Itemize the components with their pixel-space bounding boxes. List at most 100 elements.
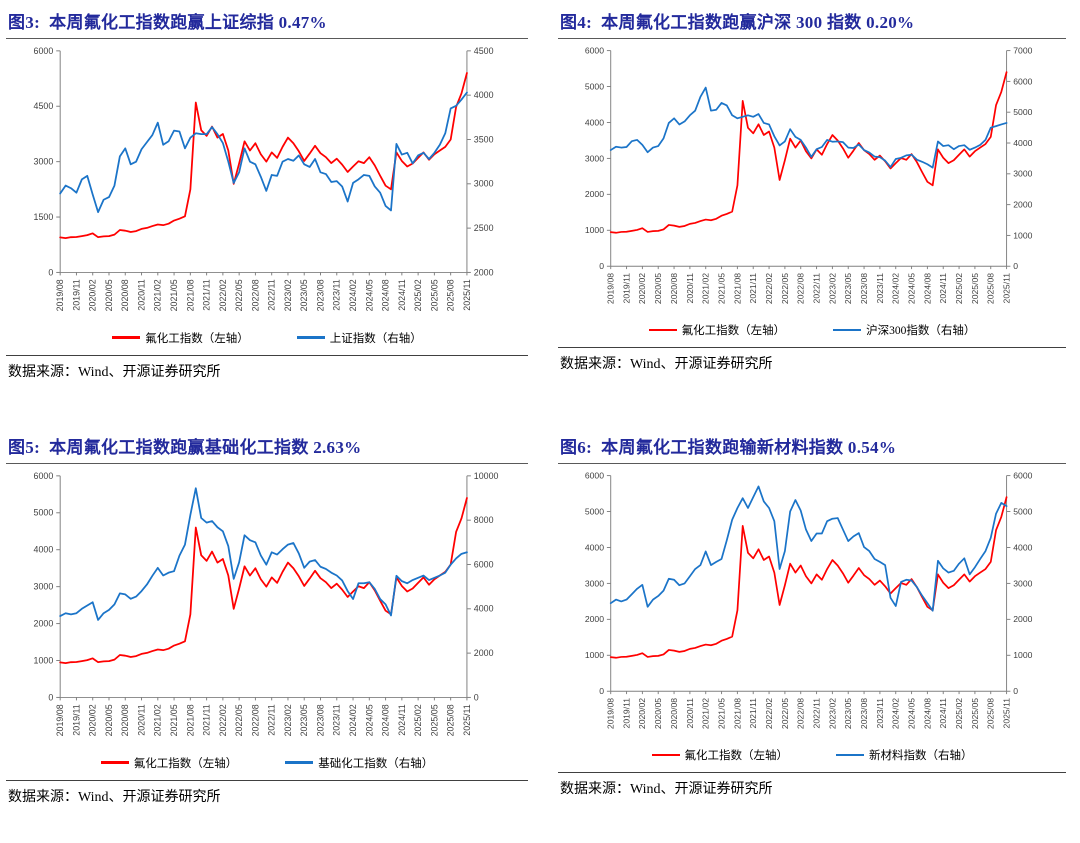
legend-item: 基础化工指数（右轴） <box>285 755 433 771</box>
chart-title: 图6: 本周氟化工指数跑输新材料指数 0.54% <box>558 433 1066 464</box>
svg-text:2000: 2000 <box>1013 614 1032 624</box>
svg-text:6000: 6000 <box>474 559 494 569</box>
svg-text:2023/11: 2023/11 <box>875 273 885 304</box>
svg-text:2022/02: 2022/02 <box>218 279 228 311</box>
svg-text:1500: 1500 <box>34 212 54 222</box>
svg-text:2024/11: 2024/11 <box>938 698 948 729</box>
svg-text:2022/02: 2022/02 <box>764 273 774 304</box>
source-note: 数据来源：Wind、开源证券研究所 <box>560 781 773 797</box>
svg-text:3000: 3000 <box>474 179 494 189</box>
svg-text:3000: 3000 <box>34 582 54 592</box>
svg-text:2021/08: 2021/08 <box>732 273 742 304</box>
svg-text:4500: 4500 <box>34 101 54 111</box>
svg-text:2024/02: 2024/02 <box>891 273 901 304</box>
svg-text:4000: 4000 <box>1013 542 1032 552</box>
svg-text:2024/08: 2024/08 <box>381 704 391 736</box>
svg-text:2022/08: 2022/08 <box>250 279 260 311</box>
svg-text:2024/05: 2024/05 <box>906 698 916 729</box>
svg-text:2020/05: 2020/05 <box>653 273 663 304</box>
svg-text:5000: 5000 <box>34 508 54 518</box>
legend-label: 上证指数（右轴） <box>329 332 422 345</box>
svg-text:2021/11: 2021/11 <box>202 704 212 735</box>
svg-text:2021/11: 2021/11 <box>748 698 758 729</box>
svg-text:2022/11: 2022/11 <box>267 279 277 310</box>
svg-text:4000: 4000 <box>34 545 54 555</box>
blue-line-swatch-icon <box>285 761 314 764</box>
svg-text:5000: 5000 <box>1013 107 1032 117</box>
svg-text:2025/05: 2025/05 <box>970 698 980 729</box>
svg-text:2000: 2000 <box>1013 200 1032 210</box>
legend-label: 新材料指数（右轴） <box>869 749 973 762</box>
svg-text:4500: 4500 <box>474 46 494 56</box>
svg-text:2000: 2000 <box>474 648 494 658</box>
svg-text:6000: 6000 <box>585 45 604 55</box>
svg-text:2022/05: 2022/05 <box>234 279 244 311</box>
svg-text:2023/05: 2023/05 <box>843 273 853 304</box>
svg-text:6000: 6000 <box>1013 470 1032 480</box>
svg-text:0: 0 <box>1013 686 1018 696</box>
svg-text:2023/08: 2023/08 <box>315 279 325 311</box>
svg-text:2021/02: 2021/02 <box>701 273 711 304</box>
svg-text:1000: 1000 <box>585 650 604 660</box>
svg-text:2022/08: 2022/08 <box>796 273 806 304</box>
blue-line-swatch-icon <box>833 328 862 332</box>
svg-text:0: 0 <box>48 692 53 702</box>
svg-text:1000: 1000 <box>1013 650 1032 660</box>
blue-line-swatch-icon <box>836 753 864 757</box>
svg-text:2023/08: 2023/08 <box>859 698 869 729</box>
source-note: 数据来源：Wind、开源证券研究所 <box>8 789 221 805</box>
svg-text:3500: 3500 <box>474 134 494 144</box>
svg-text:2024/02: 2024/02 <box>891 698 901 729</box>
svg-text:2025/05: 2025/05 <box>429 704 439 736</box>
svg-text:2019/08: 2019/08 <box>55 279 65 311</box>
chart-panel-fig3: 图3: 本周氟化工指数跑赢上证综指 0.47% 0 1500 3000 4500 600… <box>0 0 540 425</box>
svg-text:4000: 4000 <box>474 90 494 100</box>
svg-text:2023/11: 2023/11 <box>875 698 885 729</box>
svg-text:0: 0 <box>474 692 479 702</box>
svg-text:1000: 1000 <box>1013 230 1032 240</box>
svg-text:2021/05: 2021/05 <box>716 273 726 304</box>
svg-text:2024/05: 2024/05 <box>906 273 916 304</box>
svg-text:2022/08: 2022/08 <box>250 704 260 736</box>
legend-label: 氟化工指数（左轴） <box>133 757 238 770</box>
chart-panel-fig6: 图6: 本周氟化工指数跑输新材料指数 0.54% 0 1000 2000 3000 40… <box>540 425 1080 843</box>
svg-text:2019/11: 2019/11 <box>71 279 81 310</box>
legend-label: 沪深300指数（右轴） <box>866 324 976 337</box>
svg-text:2024/05: 2024/05 <box>364 704 374 736</box>
svg-text:2023/08: 2023/08 <box>859 273 869 304</box>
blue-line-swatch-icon <box>296 336 325 339</box>
divider <box>558 771 1066 773</box>
svg-text:2020/05: 2020/05 <box>104 279 114 311</box>
svg-text:2022/05: 2022/05 <box>234 704 244 736</box>
svg-text:2025/08: 2025/08 <box>986 273 996 304</box>
svg-text:2020/11: 2020/11 <box>136 704 146 735</box>
svg-text:2021/02: 2021/02 <box>701 698 711 729</box>
svg-text:2025/11: 2025/11 <box>462 704 472 735</box>
svg-text:5000: 5000 <box>1013 506 1032 516</box>
svg-text:3000: 3000 <box>1013 578 1032 588</box>
svg-text:2020/02: 2020/02 <box>637 698 647 729</box>
svg-text:10000: 10000 <box>474 471 499 481</box>
chart-title: 图3: 本周氟化工指数跑赢上证综指 0.47% <box>6 8 528 39</box>
svg-text:2021/11: 2021/11 <box>748 273 758 304</box>
source-note: 数据来源：Wind、开源证券研究所 <box>560 356 773 372</box>
svg-text:2022/11: 2022/11 <box>267 704 277 735</box>
svg-text:2021/02: 2021/02 <box>153 704 163 736</box>
legend-item: 氟化工指数（左轴） <box>100 755 238 771</box>
svg-text:2025/08: 2025/08 <box>986 698 996 729</box>
svg-text:4000: 4000 <box>474 604 494 614</box>
svg-text:2000: 2000 <box>34 619 54 629</box>
svg-text:2025/11: 2025/11 <box>462 279 472 310</box>
svg-text:2025/11: 2025/11 <box>1001 273 1011 304</box>
svg-text:2020/11: 2020/11 <box>685 698 695 729</box>
red-line-swatch-icon <box>648 328 677 332</box>
svg-text:2020/11: 2020/11 <box>685 273 695 304</box>
svg-text:3000: 3000 <box>585 153 604 163</box>
svg-text:6000: 6000 <box>34 471 54 481</box>
svg-text:0: 0 <box>1013 261 1018 271</box>
legend-item: 新材料指数（右轴） <box>836 747 973 763</box>
svg-text:2021/05: 2021/05 <box>169 704 179 736</box>
svg-text:2019/08: 2019/08 <box>606 273 616 304</box>
svg-text:2023/05: 2023/05 <box>299 279 309 311</box>
dual-axis-line-chart: 0 1000 2000 3000 4000 5000 6000 0 1000 2000 3000 40… <box>585 470 1033 729</box>
